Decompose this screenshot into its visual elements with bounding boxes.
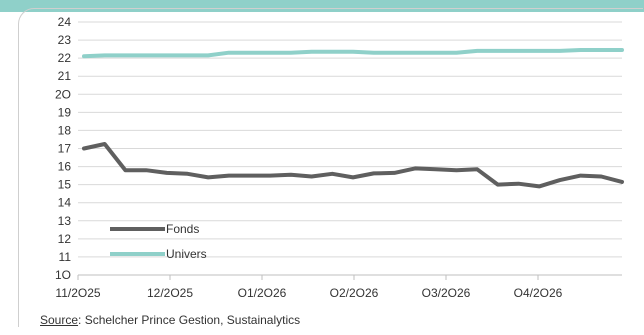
y-tick-label: 15 [58, 178, 72, 192]
source-text: : Schelcher Prince Gestion, Sustainalyti… [78, 313, 301, 327]
y-tick-label: 12 [58, 232, 72, 246]
y-tick-label: 14 [58, 196, 72, 210]
source-label: Source [40, 313, 79, 327]
chart-frame [18, 8, 643, 327]
y-tick-label: 18 [58, 123, 72, 137]
y-tick-label: 17 [58, 142, 72, 156]
y-tick-label: 19 [58, 105, 72, 119]
x-tick-label: O1/2O26 [238, 286, 287, 300]
x-tick-label: 11/2O25 [55, 286, 100, 300]
header-banner [0, 0, 644, 12]
y-tick-label: 21 [58, 69, 72, 83]
source-note: Source: Schelcher Prince Gestion, Sustai… [40, 313, 300, 327]
y-tick-label: 11 [59, 250, 72, 264]
legend-label: Univers [166, 247, 207, 261]
series-line-univers [82, 48, 624, 59]
y-tick-label: 16 [58, 160, 72, 174]
y-tick-label: 23 [58, 33, 72, 47]
legend-label: Fonds [166, 222, 199, 236]
series-line-fonds [82, 142, 624, 189]
x-tick-label: O2/2O26 [330, 286, 379, 300]
x-tick-label: O4/2O26 [514, 286, 563, 300]
y-tick-label: 1O [55, 268, 71, 282]
y-tick-label: 24 [58, 15, 72, 29]
x-tick-label: O3/2O26 [422, 286, 471, 300]
y-tick-label: 13 [58, 214, 72, 228]
y-tick-label: 22 [58, 51, 72, 65]
x-tick-label: 12/2O25 [147, 286, 193, 300]
y-tick-label: 2O [55, 87, 71, 101]
